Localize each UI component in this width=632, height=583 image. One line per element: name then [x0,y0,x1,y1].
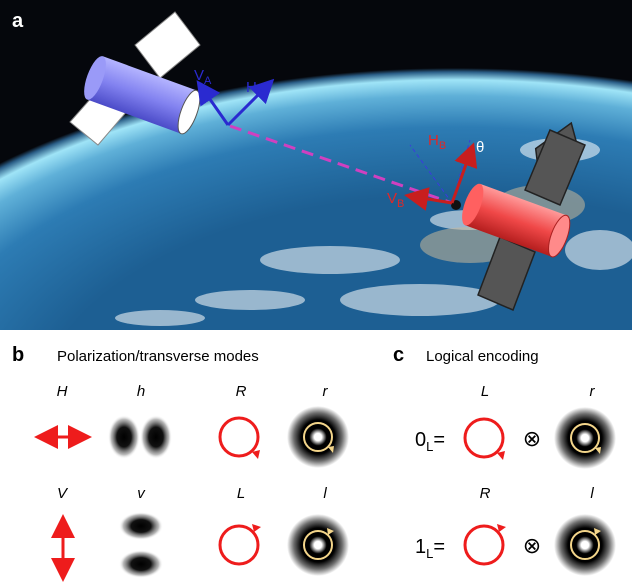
v-b-arrow [404,187,453,211]
panel-a-satellite-scene: a VA HA VB HB [0,0,632,330]
tensor-product-symbol-1: ⊗ [523,426,541,451]
logical-one-vortex-mode [554,514,616,576]
panel-a-label: a [12,10,24,32]
label-h-mode: h [137,383,145,400]
h-a-arrow [226,78,275,127]
h-a-label: HA [246,79,265,99]
left-circular-polarization-icon [218,524,261,566]
theta-label: θ [476,139,484,156]
v-mode-profile [119,512,163,578]
logical-zero-state: 0L= [415,429,445,454]
label-v-pol: V [57,485,69,502]
label-r-pol: R [236,383,247,400]
r-vortex-mode [287,406,349,468]
panels-b-c: b Polarization/transverse modes H h R r … [12,344,616,582]
v-a-label: VA [194,67,212,87]
label-l-mode: l [323,485,327,502]
b-reference-axis-1 [409,144,453,204]
v-b-label: VB [387,190,404,210]
logical-one-polarization-icon [463,524,506,566]
h-mode-profile [108,415,172,459]
satellite-b-solar-panel-top-ext [524,129,586,206]
logical-one-state: 1L= [415,536,445,561]
panel-b-label: b [12,344,24,366]
v-a-arrow [196,80,230,126]
label-c-row2-mode: l [590,485,594,502]
satellite-b-back-cap [548,214,571,258]
label-v-mode: v [137,485,146,502]
right-circular-polarization-icon [218,416,260,459]
satellite-a [69,11,201,146]
panel-b-title: Polarization/transverse modes [57,348,259,365]
satellite-b-solar-panel-bottom [477,236,536,311]
label-c-row2-pol: R [480,485,491,502]
label-c-row1-mode: r [590,383,596,400]
label-r-mode: r [323,383,329,400]
tensor-product-symbol-2: ⊗ [523,533,541,558]
satellite-b [451,121,586,311]
label-c-row1-pol: L [481,383,489,400]
label-h-pol: H [57,383,68,400]
h-b-arrow [450,142,478,204]
l-vortex-mode [287,514,349,576]
satellite-b-polarization-frame: VB HB θ [387,132,484,211]
h-b-label: HB [428,132,446,152]
satellite-a-back-cap [84,56,106,100]
logical-zero-polarization-icon [463,417,505,460]
panel-c-title: Logical encoding [426,348,539,365]
label-l-pol: L [237,485,245,502]
satellite-b-front-cap [462,183,484,226]
panel-c-label: c [393,344,404,366]
satellite-a-solar-panel-top [134,11,201,79]
logical-zero-vortex-mode [554,407,616,469]
satellite-a-body [87,56,197,134]
satellite-a-polarization-frame: VA HA [194,67,275,127]
satellite-b-body [465,183,567,257]
